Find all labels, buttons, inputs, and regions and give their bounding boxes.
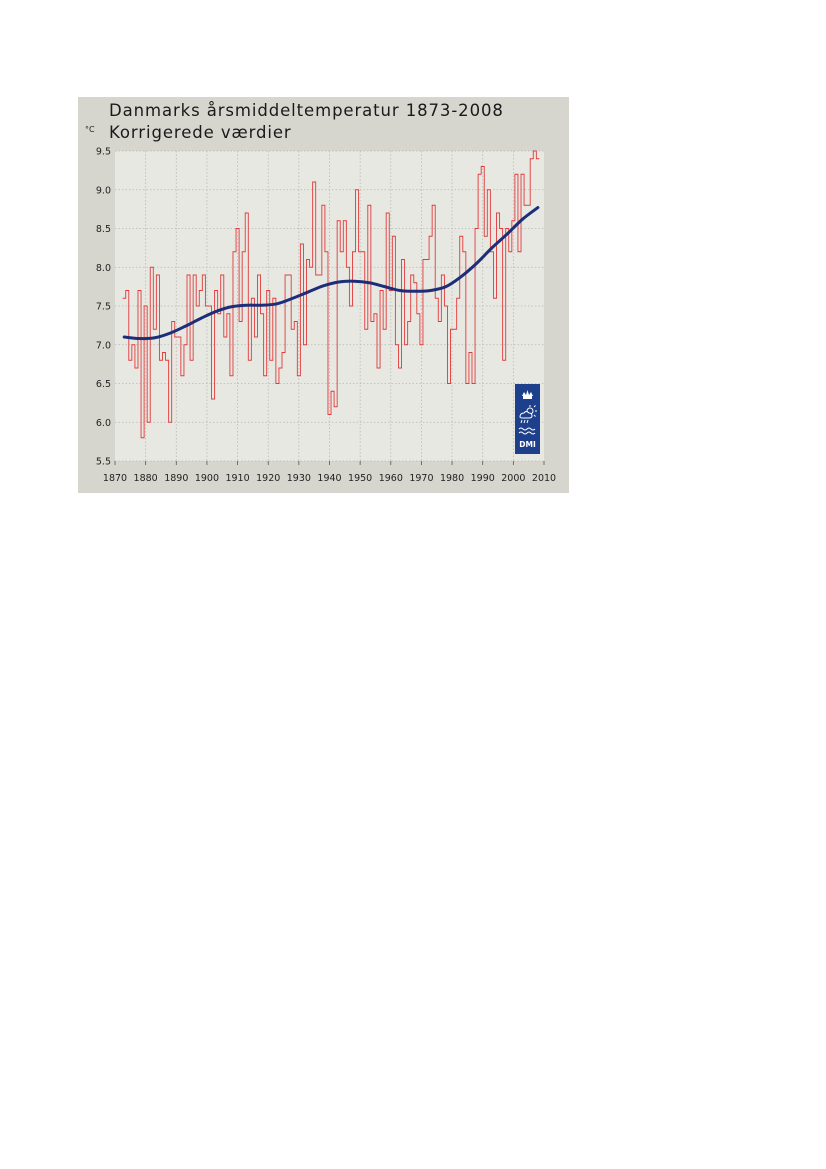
x-tick-label: 1940	[317, 473, 341, 484]
x-tick-labels: 1870 1880 1890 1900 1910 1920 1930 1940 1950 1960…	[103, 473, 556, 484]
x-tick-label: 2010	[532, 473, 556, 484]
series-lines	[122, 150, 540, 439]
x-tick-label: 1950	[348, 473, 372, 484]
y-tick-label: 7.0	[96, 340, 111, 351]
y-tick-label: 6.0	[96, 418, 111, 429]
weather-sun-cloud-icon	[519, 405, 537, 424]
crown-icon	[522, 390, 533, 399]
x-tick-label: 1890	[164, 473, 188, 484]
annual-temperature-line	[122, 150, 540, 439]
x-tick-label: 1980	[440, 473, 464, 484]
x-tick-label: 1970	[409, 473, 433, 484]
dmi-logo: DMI	[515, 384, 540, 454]
x-tick-label: 1900	[195, 473, 219, 484]
smoothed-trend-line	[122, 206, 540, 341]
chart-subtitle: Korrigerede værdier	[109, 123, 292, 142]
x-tick-label: 1910	[225, 473, 249, 484]
waves-icon	[518, 427, 536, 435]
y-axis-unit: °C	[85, 125, 95, 134]
x-tick-label: 1960	[379, 473, 403, 484]
chart-frame: Danmarks årsmiddeltemperatur 1873-2008 K…	[78, 97, 569, 493]
y-tick-label: 5.5	[96, 457, 111, 468]
y-tick-label: 9.5	[96, 147, 111, 158]
y-tick-label: 6.5	[96, 379, 111, 390]
chart-title: Danmarks årsmiddeltemperatur 1873-2008	[109, 101, 504, 120]
x-tick-label: 1930	[287, 473, 311, 484]
x-tick-label: 1880	[134, 473, 158, 484]
temperature-chart: Danmarks årsmiddeltemperatur 1873-2008 K…	[78, 97, 569, 493]
y-tick-labels: 9.5 9.0 8.5 8.0 7.5 7.0 6.5 6.0 5.5	[96, 147, 111, 468]
y-tick-label: 8.0	[96, 263, 111, 274]
x-tick-label: 1990	[471, 473, 495, 484]
y-tick-label: 7.5	[96, 302, 111, 313]
x-tick-label: 1920	[256, 473, 280, 484]
x-tick-label: 2000	[501, 473, 525, 484]
x-tick-label: 1870	[103, 473, 127, 484]
y-tick-label: 9.0	[96, 185, 111, 196]
y-tick-label: 8.5	[96, 224, 111, 235]
logo-text: DMI	[519, 440, 536, 449]
